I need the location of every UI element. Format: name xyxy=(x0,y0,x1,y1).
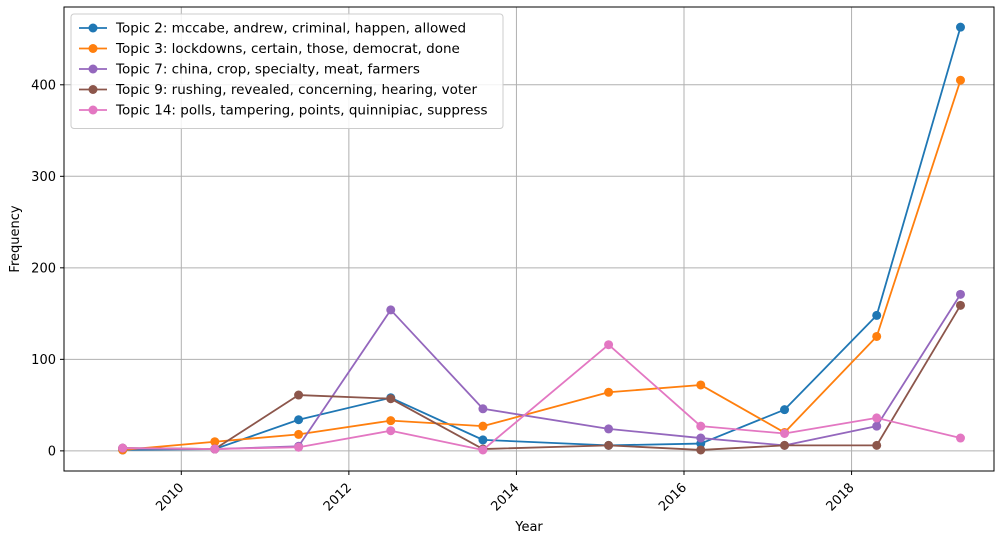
data-point xyxy=(872,310,882,320)
y-axis-label: Frequency xyxy=(8,205,23,272)
data-point xyxy=(386,426,396,436)
data-point xyxy=(955,300,965,310)
legend-box xyxy=(70,13,504,129)
data-point xyxy=(872,421,882,431)
legend-label: Topic 2: mccabe, andrew, criminal, happe… xyxy=(115,21,466,37)
series-line xyxy=(122,26,962,451)
data-point xyxy=(386,394,396,404)
y-tick-label: 300 xyxy=(31,170,56,185)
y-tick-label: 200 xyxy=(31,261,56,276)
data-point xyxy=(872,331,882,341)
data-point xyxy=(294,429,304,439)
plot-frame xyxy=(63,6,995,472)
legend-marker xyxy=(88,23,98,33)
data-point xyxy=(955,22,965,32)
data-point xyxy=(780,428,790,438)
data-point xyxy=(955,75,965,85)
data-point xyxy=(696,380,706,390)
data-point xyxy=(210,437,220,447)
legend-marker xyxy=(88,64,98,74)
data-point xyxy=(386,416,396,426)
data-point xyxy=(478,421,488,431)
data-point xyxy=(478,435,488,445)
y-tick-label: 100 xyxy=(31,353,56,368)
data-point xyxy=(294,442,304,452)
legend: Topic 2: mccabe, andrew, criminal, happe… xyxy=(70,13,504,129)
legend-item: Topic 2: mccabe, andrew, criminal, happe… xyxy=(79,21,466,37)
data-point xyxy=(604,440,614,450)
data-point xyxy=(478,404,488,414)
data-point xyxy=(696,445,706,455)
series-layer xyxy=(118,22,965,455)
series-line xyxy=(122,304,962,451)
grid xyxy=(64,7,994,471)
legend-marker xyxy=(88,44,98,53)
data-point xyxy=(604,424,614,434)
legend-item: Topic 7: china, crop, specialty, meat, f… xyxy=(79,62,420,78)
data-point xyxy=(872,440,882,450)
y-tick-label: 0 xyxy=(48,444,56,459)
y-tick-label: 400 xyxy=(31,78,56,93)
legend-marker xyxy=(88,85,98,94)
data-point xyxy=(696,433,706,443)
data-point xyxy=(604,340,614,350)
legend-label: Topic 14: polls, tampering, points, quin… xyxy=(115,103,488,119)
legend-item: Topic 14: polls, tampering, points, quin… xyxy=(79,103,488,119)
series-line xyxy=(122,343,961,451)
legend-label: Topic 3: lockdowns, certain, those, demo… xyxy=(115,41,460,57)
data-point xyxy=(955,289,965,299)
data-point xyxy=(294,415,304,425)
data-point xyxy=(210,444,220,454)
data-point xyxy=(386,305,396,315)
legend-label: Topic 9: rushing, revealed, concerning, … xyxy=(115,82,477,98)
data-point xyxy=(118,443,128,453)
series-group xyxy=(118,340,965,455)
legend-item: Topic 9: rushing, revealed, concerning, … xyxy=(79,82,477,98)
legend-marker xyxy=(88,105,98,115)
legend-item: Topic 3: lockdowns, certain, those, demo… xyxy=(79,41,460,57)
data-point xyxy=(780,440,790,450)
data-point xyxy=(872,413,882,423)
data-point xyxy=(955,433,965,443)
data-point xyxy=(604,387,614,397)
data-point xyxy=(294,390,304,400)
legend-label: Topic 7: china, crop, specialty, meat, f… xyxy=(115,62,420,78)
series-line xyxy=(122,79,962,451)
data-point xyxy=(780,405,790,415)
data-point xyxy=(696,421,706,431)
data-point xyxy=(478,445,488,455)
x-axis-label: Year xyxy=(514,520,543,535)
